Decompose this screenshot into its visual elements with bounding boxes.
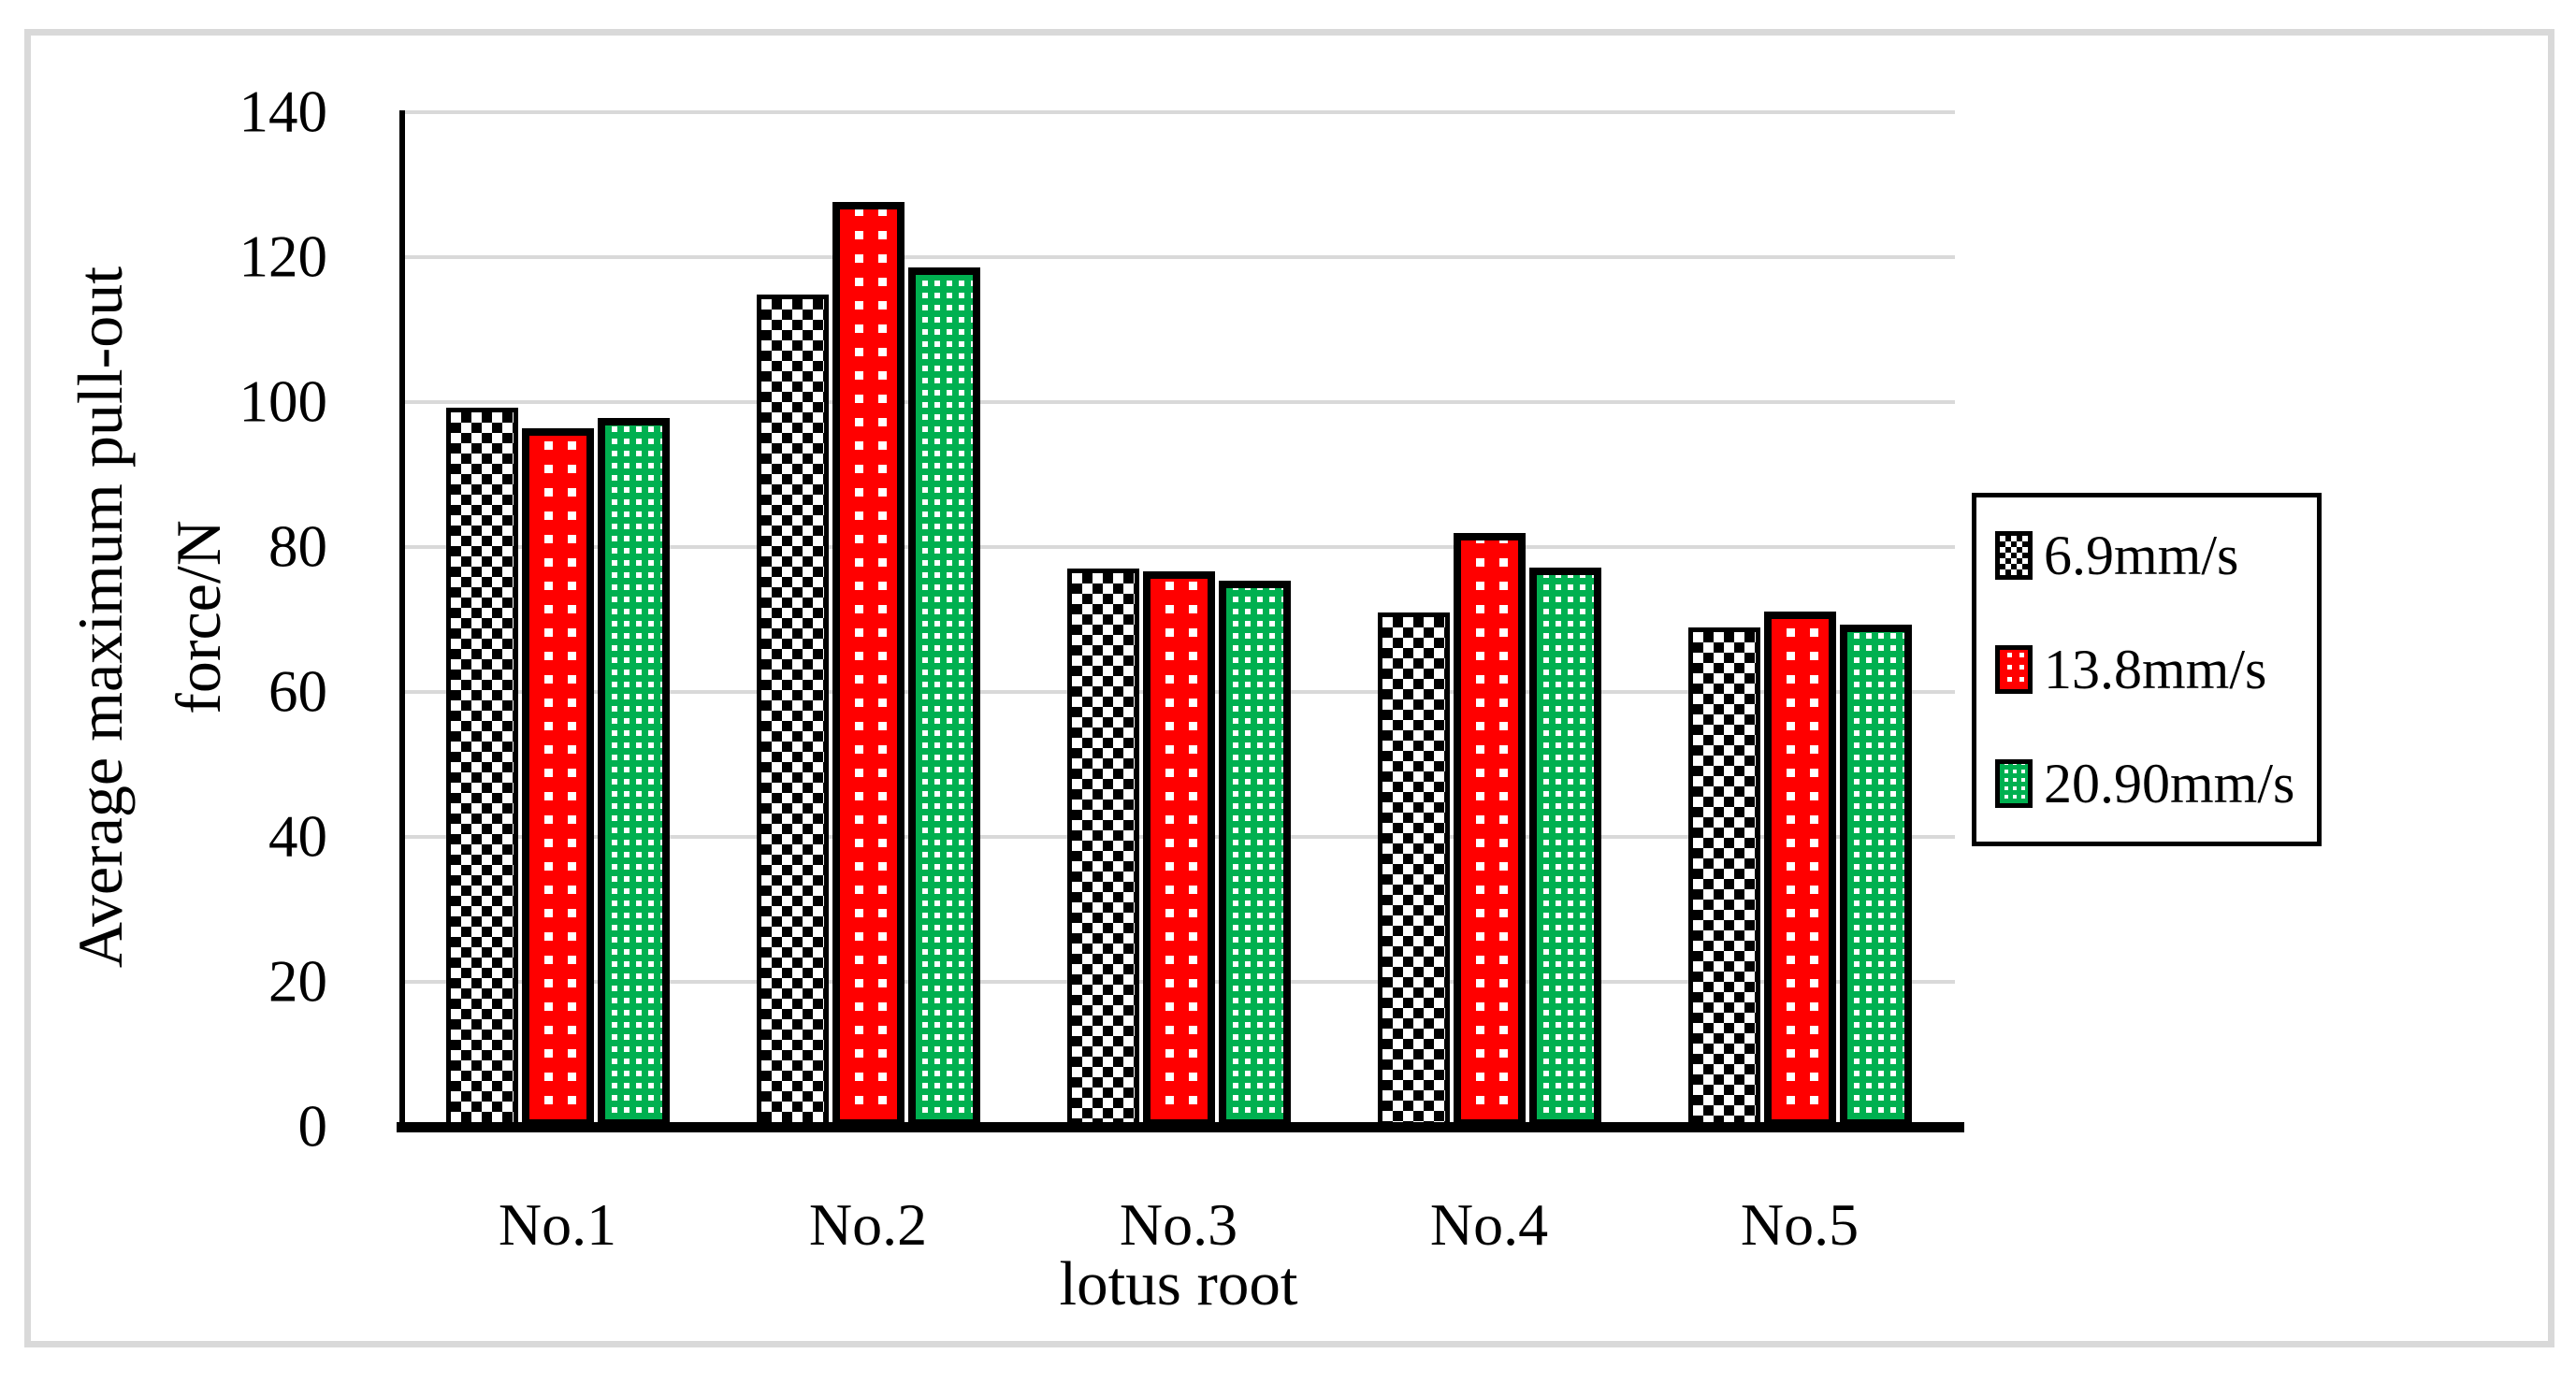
bar-group-No.2 <box>713 112 1023 1127</box>
x-category-label-No.4: No.4 <box>1429 1191 1549 1258</box>
bar-No.2-20.90mm/s <box>907 267 980 1127</box>
legend-item: 6.9mm/s <box>1995 525 2317 586</box>
gridline-100 <box>402 400 1955 404</box>
x-axis-line <box>397 1122 1964 1132</box>
legend-swatch-green-icon <box>1995 759 2033 808</box>
bar-group-No.5 <box>1644 112 1955 1127</box>
bar-No.5-6.9mm/s <box>1687 627 1760 1127</box>
y-tick-label-40: 40 <box>268 803 327 870</box>
bar-No.1-6.9mm/s <box>445 408 518 1127</box>
bar-No.2-13.8mm/s <box>832 202 904 1127</box>
bar-No.4-13.8mm/s <box>1453 533 1526 1127</box>
y-tick-label-140: 140 <box>239 79 328 145</box>
bar-No.3-13.8mm/s <box>1142 570 1215 1127</box>
legend-swatch-red-icon <box>1995 645 2033 694</box>
legend-item: 13.8mm/s <box>1995 639 2317 700</box>
x-category-label-No.3: No.3 <box>1119 1191 1238 1258</box>
x-category-label-No.1: No.1 <box>498 1191 617 1258</box>
legend-swatch-checker-icon <box>1995 531 2033 580</box>
legend-item: 20.90mm/s <box>1995 753 2317 814</box>
y-axis-line <box>399 110 405 1131</box>
legend-label: 6.9mm/s <box>2044 525 2239 586</box>
bar-No.3-6.9mm/s <box>1066 569 1139 1127</box>
y-axis-title: Average maximum pull-out force/N <box>51 51 248 1183</box>
y-tick-label-120: 120 <box>239 223 328 290</box>
bar-No.2-6.9mm/s <box>756 294 829 1127</box>
gridline-120 <box>402 255 1955 259</box>
y-tick-label-60: 60 <box>268 658 327 725</box>
x-category-label-No.2: No.2 <box>808 1191 928 1258</box>
bar-No.5-20.90mm/s <box>1839 624 1912 1127</box>
bar-No.1-13.8mm/s <box>521 427 594 1127</box>
y-tick-label-80: 80 <box>268 513 327 580</box>
gridline-140 <box>402 110 1955 114</box>
legend-label: 13.8mm/s <box>2044 639 2267 700</box>
x-axis-title: lotus root <box>1059 1249 1298 1318</box>
bar-groups <box>402 112 1955 1127</box>
y-tick-label-0: 0 <box>297 1093 328 1160</box>
y-axis-title-line1: Average maximum pull-out <box>65 266 136 969</box>
bar-No.5-13.8mm/s <box>1763 611 1836 1127</box>
bar-No.3-20.90mm/s <box>1218 580 1291 1127</box>
gridline-80 <box>402 545 1955 549</box>
x-category-label-No.5: No.5 <box>1740 1191 1860 1258</box>
bar-group-No.4 <box>1334 112 1644 1127</box>
plot-area <box>402 110 1955 1127</box>
legend-label: 20.90mm/s <box>2044 753 2295 814</box>
legend: 6.9mm/s 13.8mm/s 20.90mm/s <box>1972 493 2322 846</box>
y-tick-label-100: 100 <box>239 368 328 435</box>
bar-group-No.1 <box>402 112 713 1127</box>
bar-No.1-20.90mm/s <box>597 418 670 1127</box>
bar-No.4-20.90mm/s <box>1528 567 1601 1127</box>
y-tick-label-20: 20 <box>268 948 327 1015</box>
y-axis-title-line2: force/N <box>163 520 234 714</box>
bar-group-No.3 <box>1023 112 1334 1127</box>
figure-border <box>24 29 2554 1347</box>
bar-No.4-6.9mm/s <box>1377 612 1450 1127</box>
